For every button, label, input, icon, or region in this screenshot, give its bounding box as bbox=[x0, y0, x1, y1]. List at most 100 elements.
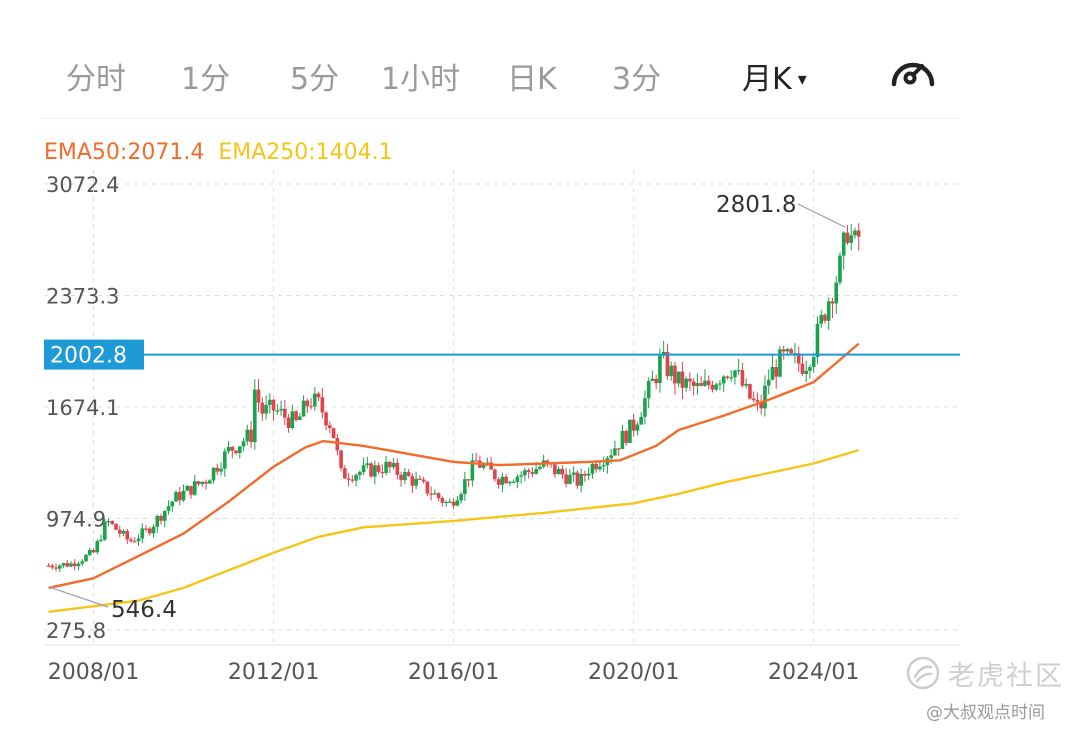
candle-up bbox=[639, 416, 643, 425]
candle-up bbox=[508, 481, 512, 484]
candle-up bbox=[695, 383, 700, 387]
candle-up bbox=[95, 541, 100, 553]
candle-down bbox=[204, 481, 208, 484]
candle-down bbox=[395, 462, 400, 475]
tab-timeshare[interactable]: 分时 bbox=[66, 62, 126, 97]
candle-up bbox=[534, 468, 538, 474]
candle-up bbox=[301, 400, 306, 417]
candle-up bbox=[69, 563, 73, 567]
candle-down bbox=[65, 563, 70, 567]
candle-down bbox=[466, 479, 471, 481]
candle-up bbox=[76, 563, 81, 567]
candle-up bbox=[515, 476, 520, 482]
candle-down bbox=[496, 479, 501, 485]
candle-up bbox=[268, 399, 272, 405]
max-annotation-leader bbox=[797, 203, 846, 228]
ema50-legend: EMA50:2071.4 bbox=[44, 140, 205, 165]
candle-down bbox=[309, 406, 313, 408]
candle-down bbox=[856, 230, 861, 237]
tab-1min[interactable]: 1分 bbox=[181, 62, 231, 97]
candle-down bbox=[489, 462, 493, 470]
tab-1hour[interactable]: 1小时 bbox=[381, 62, 461, 97]
candle-up bbox=[185, 485, 190, 491]
candle-down bbox=[583, 473, 587, 476]
candle-down bbox=[436, 493, 441, 499]
tiger-logo-icon bbox=[906, 656, 940, 690]
candle-up bbox=[219, 468, 223, 472]
tab-daily[interactable]: 日K bbox=[507, 62, 557, 97]
candle-down bbox=[425, 481, 430, 494]
candle-up bbox=[354, 475, 358, 481]
x-tick-label: 2012/01 bbox=[228, 660, 319, 685]
candle-up bbox=[590, 463, 595, 474]
candle-up bbox=[721, 376, 726, 384]
candle-down bbox=[125, 531, 130, 540]
candle-up bbox=[763, 385, 767, 409]
candle-down bbox=[369, 463, 373, 477]
candle-up bbox=[841, 232, 846, 256]
candle-up bbox=[174, 492, 178, 502]
candle-up bbox=[238, 446, 242, 454]
candle-down bbox=[234, 450, 238, 454]
candle-down bbox=[691, 381, 696, 387]
candle-down bbox=[418, 478, 422, 480]
candle-down bbox=[564, 474, 568, 484]
candle-up bbox=[155, 515, 160, 527]
candle-down bbox=[343, 468, 347, 479]
candle-down bbox=[493, 469, 497, 480]
candle-up bbox=[373, 465, 377, 477]
candle-down bbox=[335, 438, 340, 451]
candle-down bbox=[688, 378, 692, 382]
candle-down bbox=[144, 528, 148, 530]
candle-up bbox=[815, 323, 820, 357]
candle-up bbox=[628, 419, 632, 443]
candle-down bbox=[706, 380, 711, 385]
candle-down bbox=[159, 515, 163, 521]
tab-5min[interactable]: 5分 bbox=[290, 62, 340, 97]
candle-up bbox=[298, 416, 302, 421]
y-tick-label: 275.8 bbox=[46, 619, 106, 643]
min-annotation-label: 546.4 bbox=[111, 597, 177, 623]
candle-up bbox=[222, 451, 227, 469]
candle-up bbox=[834, 282, 839, 304]
candle-down bbox=[114, 523, 118, 530]
speedometer-icon[interactable] bbox=[888, 52, 938, 92]
candle-up bbox=[253, 389, 257, 443]
candle-up bbox=[523, 470, 527, 476]
candle-up bbox=[241, 441, 246, 447]
tab-monthly[interactable]: 月K ▾ bbox=[742, 54, 807, 98]
candle-up bbox=[770, 367, 775, 380]
candle-down bbox=[129, 539, 133, 542]
candle-up bbox=[275, 410, 280, 412]
tab-3min[interactable]: 3分 bbox=[612, 62, 662, 97]
chevron-down-icon: ▾ bbox=[797, 69, 807, 90]
candle-down bbox=[751, 398, 756, 401]
candle-up bbox=[414, 478, 418, 486]
candle-up bbox=[384, 461, 388, 474]
candle-up bbox=[87, 550, 92, 555]
candle-down bbox=[305, 400, 310, 407]
candle-down bbox=[654, 378, 658, 384]
candle-down bbox=[665, 351, 670, 377]
candle-up bbox=[804, 370, 809, 374]
candle-down bbox=[429, 493, 433, 495]
candle-down bbox=[147, 528, 152, 534]
candle-down bbox=[748, 384, 752, 399]
tab-monthly-label: 月K bbox=[742, 62, 792, 97]
candle-up bbox=[778, 349, 782, 377]
candle-up bbox=[226, 446, 231, 452]
candle-up bbox=[106, 521, 111, 523]
x-tick-label: 2020/01 bbox=[588, 660, 679, 685]
candle-up bbox=[463, 479, 467, 495]
candle-up bbox=[192, 481, 197, 495]
candle-down bbox=[759, 401, 763, 409]
candle-up bbox=[568, 474, 572, 484]
candle-up bbox=[444, 501, 448, 504]
max-annotation-label: 2801.8 bbox=[716, 192, 796, 218]
candle-down bbox=[346, 478, 351, 480]
candle-up bbox=[140, 528, 145, 539]
x-tick-label: 2008/01 bbox=[48, 660, 139, 685]
candle-up bbox=[448, 501, 452, 503]
candle-down bbox=[699, 383, 703, 386]
